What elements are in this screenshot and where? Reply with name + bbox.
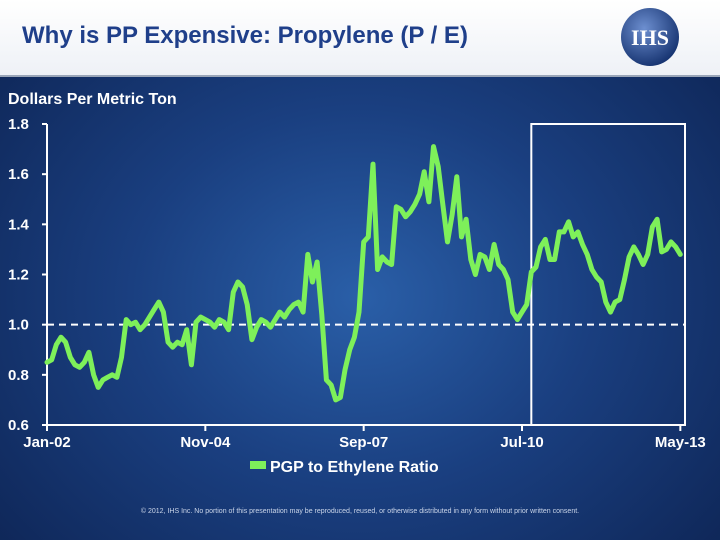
y-tick-label: 0.6 [8,417,29,434]
ihs-logo: IHS [621,8,679,66]
y-tick-label: 1.8 [8,116,29,133]
x-tick-label: Sep-07 [339,434,388,451]
y-tick-label: 1.0 [8,317,29,334]
y-tick-label: 1.4 [8,216,30,233]
legend-swatch [250,461,266,469]
y-tick-label: 1.2 [8,267,29,284]
logo-text: IHS [631,25,669,50]
series-line-pgp-ethylene-ratio [44,144,683,403]
y-tick-label: 1.6 [8,166,29,183]
x-tick-label: May-13 [655,434,706,451]
y-axis-title: Dollars Per Metric Ton [8,91,177,108]
x-axis: Jan-02 Nov-04 Sep-07 Jul-10 May-13 [23,425,706,451]
slide-header: Why is PP Expensive: Propylene (P / E) I… [0,0,720,77]
x-tick-label: Nov-04 [180,434,231,451]
x-tick-label: Jan-02 [23,434,71,451]
slide-title: Why is PP Expensive: Propylene (P / E) [22,22,468,49]
forecast-region [530,123,686,426]
y-tick-label: 0.8 [8,367,29,384]
y-axis: 0.6 0.8 1.0 1.2 1.4 1.6 1.8 [8,116,47,434]
legend: PGP to Ethylene Ratio [250,459,439,476]
legend-label: PGP to Ethylene Ratio [270,459,439,476]
x-tick-label: Jul-10 [500,434,543,451]
copyright-notice: © 2012, IHS Inc. No portion of this pres… [140,508,580,515]
